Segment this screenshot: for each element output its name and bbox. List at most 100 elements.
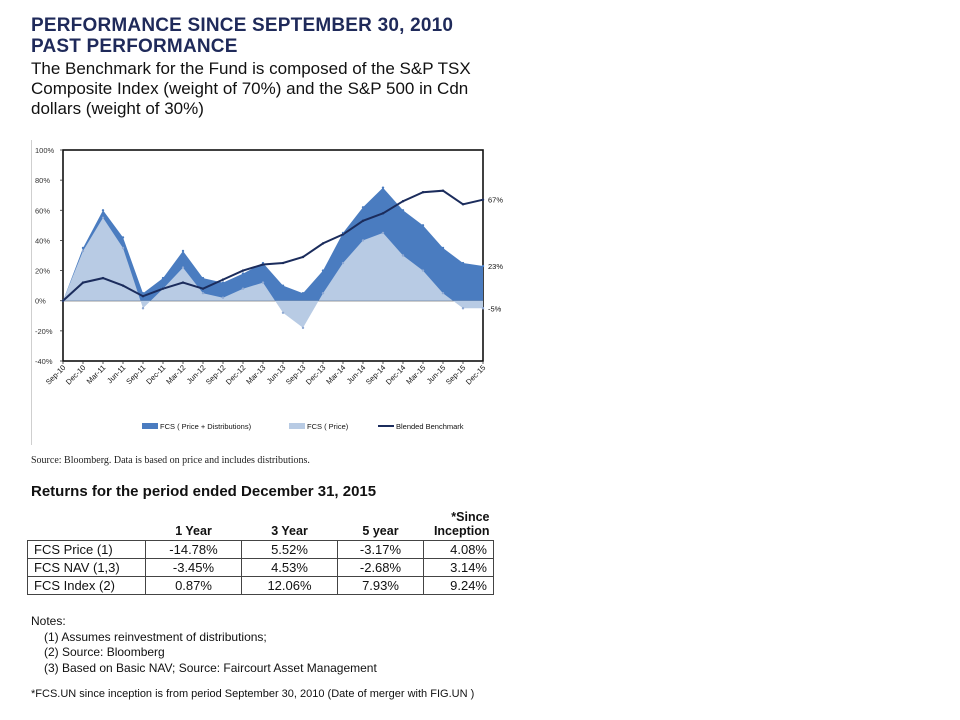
row-label: FCS Price (1) [27, 540, 146, 559]
series-area-price [63, 217, 483, 328]
data-point-price-distributions [461, 261, 465, 265]
benchmark-description: The Benchmark for the Fund is composed o… [31, 59, 471, 118]
data-point-benchmark [161, 287, 165, 290]
x-tick-label: Jun-14 [345, 363, 368, 386]
x-tick-label: Mar-13 [244, 363, 267, 386]
notes-heading: Notes: [31, 614, 66, 628]
data-point-benchmark [281, 261, 285, 265]
x-tick-label: Dec-11 [144, 363, 167, 386]
x-tick-label: Sep-12 [204, 363, 227, 386]
data-point-price-distributions [161, 276, 165, 280]
data-point-price-distributions [401, 209, 405, 212]
data-point-benchmark [341, 233, 345, 236]
data-point-benchmark [361, 219, 365, 223]
data-point-benchmark [441, 189, 445, 192]
return-value: 3.14% [423, 558, 494, 577]
x-tick-label: Mar-11 [85, 363, 108, 386]
x-tick-label: Dec-10 [64, 363, 87, 386]
x-tick-label: Jun-13 [265, 363, 288, 386]
return-value: 0.87% [145, 576, 242, 595]
data-point-price [101, 216, 105, 220]
data-point-price [221, 296, 225, 299]
return-value: 12.06% [241, 576, 338, 595]
x-tick-label: Mar-15 [404, 363, 427, 386]
data-point-price [201, 291, 205, 295]
data-point-benchmark [381, 212, 385, 215]
legend-label-benchmark: Blended Benchmark [396, 422, 464, 431]
legend-swatch-price-distributions [142, 423, 158, 429]
y-tick-label: -20% [35, 327, 53, 336]
y-tick-label: 60% [35, 206, 50, 215]
x-tick-label: Dec-12 [224, 363, 247, 386]
data-point-benchmark [261, 263, 265, 266]
header-1-year: 1 Year [175, 524, 212, 538]
data-point-price-distributions [421, 224, 425, 227]
return-value: -3.45% [145, 558, 242, 577]
data-point-price-distributions [481, 264, 485, 268]
chart-svg: 100% 80% 60% 40% 20% 0% -20% -40% 67% 23% -5% Sep-1… [35, 146, 503, 431]
y-tick-label: 40% [35, 236, 50, 245]
data-point-price-distributions [81, 246, 85, 250]
x-tick-label: Jun-15 [425, 363, 448, 386]
row-label: FCS NAV (1,3) [27, 558, 146, 577]
data-point-price [281, 311, 285, 314]
data-point-benchmark [401, 200, 405, 203]
data-point-price-distributions [441, 246, 445, 250]
x-tick-label: Mar-12 [164, 363, 187, 386]
x-tick-label: Jun-12 [185, 363, 208, 386]
data-point-price [261, 281, 265, 284]
data-point-benchmark [421, 191, 425, 194]
data-point-price-distributions [301, 291, 305, 295]
data-point-benchmark [481, 198, 485, 201]
x-tick-label: Dec-14 [384, 363, 407, 386]
data-point-price [381, 231, 385, 235]
data-point-price [421, 269, 425, 272]
data-point-price-distributions [241, 272, 245, 275]
data-point-price-distributions [121, 236, 125, 239]
return-value: 7.93% [337, 576, 424, 595]
data-point-price [121, 246, 125, 250]
data-point-price [481, 307, 485, 310]
footnote: *FCS.UN since inception is from period S… [31, 688, 475, 700]
notes: Notes: (1) Assumes reinvestment of distr… [31, 614, 377, 676]
end-value-label: -5% [488, 304, 502, 313]
header-blank [28, 510, 146, 541]
data-point-benchmark [61, 299, 65, 302]
source-note: Source: Bloomberg. Data is based on pric… [31, 455, 310, 466]
data-point-price-distributions [221, 281, 225, 284]
data-point-price [361, 239, 365, 242]
data-point-benchmark [321, 242, 325, 245]
x-tick-label: Sep-13 [284, 363, 307, 386]
series-line-benchmark [62, 189, 484, 302]
data-point-benchmark [181, 281, 185, 284]
y-tick-label: 20% [35, 267, 50, 276]
data-point-price [461, 307, 465, 310]
note-item: (1) Assumes reinvestment of distribution… [44, 629, 267, 644]
return-value: 4.53% [241, 558, 338, 577]
page-title: PERFORMANCE SINCE SEPTEMBER 30, 2010 [31, 15, 454, 36]
data-point-benchmark [101, 276, 105, 280]
end-value-label: 67% [488, 196, 503, 205]
data-point-price [181, 266, 185, 269]
legend-swatch-price [289, 423, 305, 429]
returns-title: Returns for the period ended December 31… [31, 483, 377, 500]
return-value: 5.52% [241, 540, 338, 559]
data-point-price-distributions [321, 269, 325, 272]
data-point-benchmark [301, 255, 305, 259]
y-tick-label: -40% [35, 357, 53, 366]
performance-chart: 100% 80% 60% 40% 20% 0% -20% -40% 67% 23% -5% Sep-1… [31, 140, 506, 445]
legend-label-price: FCS ( Price) [307, 422, 349, 431]
data-point-price-distributions [201, 276, 205, 280]
end-value-label: 23% [488, 262, 503, 271]
table-row: FCS Index (2) 0.87% 12.06% 7.93% 9.24% [27, 576, 494, 595]
data-point-benchmark [221, 278, 225, 281]
data-point-benchmark [241, 269, 245, 272]
legend-label-price-distributions: FCS ( Price + Distributions) [160, 422, 252, 431]
row-label: FCS Index (2) [27, 576, 146, 595]
note-item: (3) Based on Basic NAV; Source: Faircour… [44, 660, 377, 675]
data-point-benchmark [121, 284, 125, 287]
x-tick-label: Jun-11 [105, 363, 127, 385]
data-point-price [141, 307, 145, 310]
data-point-price [301, 326, 305, 330]
return-value: 4.08% [423, 540, 494, 559]
